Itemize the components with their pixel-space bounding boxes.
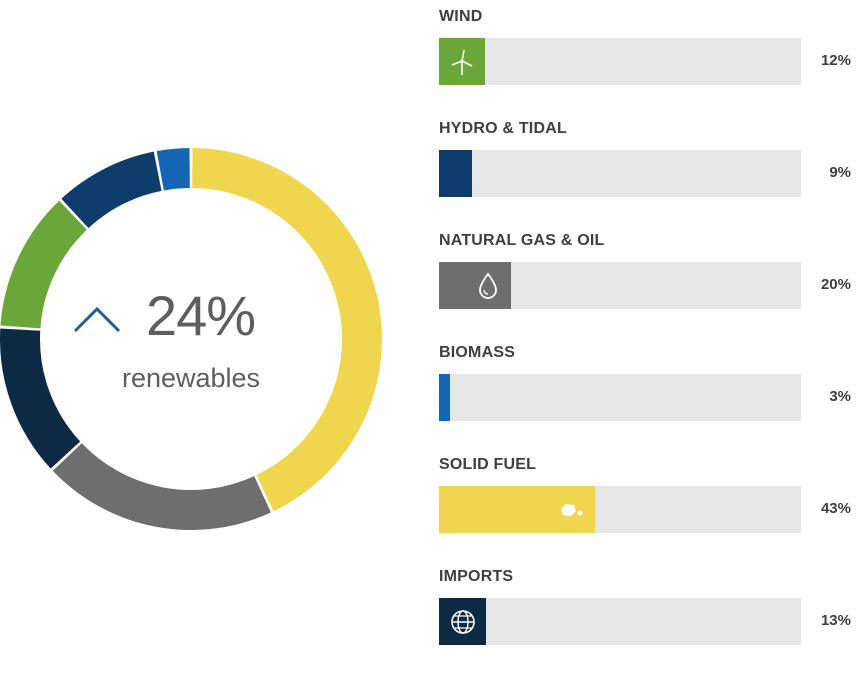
bar-icon-wrap (553, 486, 591, 533)
source-row-wind: WIND 12% (439, 0, 862, 112)
bar-track (439, 262, 801, 309)
source-row-biomass: BIOMASS 3% (439, 336, 862, 448)
source-value: 3% (829, 388, 851, 405)
donut-segment-hydro-tidal (61, 151, 163, 229)
energy-mix-donut: 24% renewables (0, 148, 382, 530)
source-row-imports: IMPORTS 13% (439, 560, 862, 672)
bar-track (439, 150, 801, 197)
source-value: 43% (820, 500, 851, 517)
droplet-icon (479, 272, 498, 299)
donut-center: 24% renewables (0, 148, 382, 530)
donut-segment-solid-fuel (191, 148, 382, 512)
bar-icon-wrap (444, 598, 482, 645)
source-label: IMPORTS (439, 568, 514, 585)
renewables-percentage: 24% (146, 284, 256, 347)
bar-fill (439, 262, 512, 309)
source-label: SOLID FUEL (439, 456, 537, 473)
source-value: 13% (820, 612, 851, 629)
source-row-natural-gas-oil: NATURAL GAS & OIL 20% (439, 224, 862, 336)
renewables-label: renewables (121, 363, 261, 393)
bar-icon-wrap (443, 38, 481, 85)
donut-chart (0, 148, 382, 530)
globe-icon (451, 609, 475, 634)
bar-track (439, 374, 801, 421)
wind-turbine-icon (451, 49, 473, 75)
donut-segment-imports (0, 328, 81, 469)
source-label: NATURAL GAS & OIL (439, 232, 605, 249)
bar-track (439, 486, 801, 533)
source-label: HYDRO & TIDAL (439, 120, 567, 137)
source-value: 20% (820, 276, 851, 293)
donut-segment-natural-gas-oil (52, 442, 271, 530)
bar-fill (439, 374, 450, 421)
bar-track (439, 38, 801, 85)
donut-segment-biomass (156, 148, 191, 191)
source-value: 12% (820, 52, 851, 69)
bar-track (439, 598, 801, 645)
coal-icon (560, 503, 583, 516)
source-label: WIND (439, 8, 483, 25)
bar-fill (439, 150, 472, 197)
chevron-up-icon (73, 306, 121, 333)
source-label: BIOMASS (439, 344, 516, 361)
source-row-hydro-tidal: HYDRO & TIDAL 9% (439, 112, 862, 224)
bar-icon-wrap (469, 262, 507, 309)
source-value: 9% (829, 164, 851, 181)
donut-segment-wind (0, 200, 88, 329)
source-row-solid-fuel: SOLID FUEL 43% (439, 448, 862, 560)
